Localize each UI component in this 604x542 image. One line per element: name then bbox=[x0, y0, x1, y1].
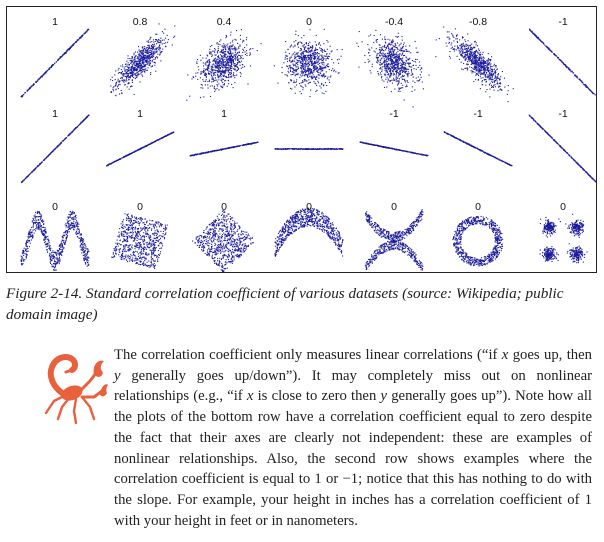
panel-coefficient-label: -0.8 bbox=[469, 16, 487, 28]
panel-coefficient-label: -0.4 bbox=[385, 16, 403, 28]
scatter-panel bbox=[443, 131, 513, 167]
panel-coefficient-label: -1 bbox=[558, 108, 567, 120]
scatter-panel bbox=[186, 29, 262, 101]
tip-text: The correlation coefficient only measure… bbox=[114, 345, 592, 531]
scatter-panel bbox=[364, 209, 424, 272]
scatter-panel bbox=[20, 114, 90, 184]
scatter-panel bbox=[20, 210, 90, 271]
panel-coefficient-label: 1 bbox=[221, 108, 227, 120]
correlation-figure: 1 0.8 0.4 0 -0.4 -0.8 -1 1 1 1 -1 -1 -1 0 0 0 0 0 0 0 bbox=[20, 16, 596, 272]
tip-text-run: The correlation coefficient only measure… bbox=[114, 347, 502, 363]
scatter-panel bbox=[192, 210, 254, 272]
scatter-panel bbox=[529, 28, 596, 96]
panel-coefficient-label: 0 bbox=[137, 201, 143, 213]
scatter-panel bbox=[20, 28, 90, 98]
figure-caption: Figure 2-14. Standard correlation coeffi… bbox=[6, 285, 564, 323]
panel-coefficient-label: 1 bbox=[52, 16, 58, 28]
panel-coefficient-label: 0 bbox=[560, 201, 566, 213]
panel-coefficient-label: 1 bbox=[52, 108, 58, 120]
tip-var-x: x bbox=[246, 388, 254, 405]
scatter-panel bbox=[359, 141, 429, 157]
scatter-panel bbox=[539, 213, 588, 264]
panel-coefficient-label: 0 bbox=[475, 201, 481, 213]
scatter-panel bbox=[111, 213, 168, 270]
scatter-panel bbox=[274, 147, 344, 151]
tip-paragraph: The correlation coefficient only measure… bbox=[114, 345, 592, 531]
panel-coefficient-label: 0 bbox=[306, 201, 312, 213]
scatter-panel bbox=[106, 131, 175, 167]
scatter-panel bbox=[189, 141, 259, 157]
panel-coefficient-label: 0 bbox=[306, 16, 312, 28]
figure-frame: 1 0.8 0.4 0 -0.4 -0.8 -1 1 1 1 -1 -1 -1 0 0 0 0 0 0 0 bbox=[6, 6, 597, 273]
panel-coefficient-label: 1 bbox=[137, 108, 143, 120]
scatter-panel bbox=[452, 215, 504, 267]
panel-coefficient-label: -1 bbox=[473, 108, 482, 120]
panel-coefficient-label: 0 bbox=[391, 201, 397, 213]
tip-text-run: goes up, then bbox=[508, 347, 592, 363]
scatter-panel bbox=[273, 28, 343, 98]
panel-coefficient-label: 0 bbox=[52, 201, 58, 213]
panel-coefficient-label: -1 bbox=[558, 16, 567, 28]
scatter-panel bbox=[528, 114, 596, 183]
scatter-panel bbox=[274, 207, 344, 257]
scorpion-icon bbox=[32, 347, 108, 427]
scatter-panel bbox=[110, 23, 176, 97]
panel-coefficient-label: 0.4 bbox=[217, 16, 232, 28]
scatter-panel bbox=[356, 29, 437, 108]
tip-text-run: generally goes up/down”). It may complet… bbox=[114, 367, 592, 405]
panel-coefficient-label: 0.8 bbox=[133, 16, 148, 28]
tip-var-y: y bbox=[380, 388, 388, 405]
tip-text-run: generally goes up”). Note how all the pl… bbox=[114, 388, 592, 529]
panel-coefficient-label: -1 bbox=[389, 108, 398, 120]
tip-text-run: is close to zero then bbox=[253, 388, 381, 405]
tip-var-y: y bbox=[114, 367, 121, 384]
scatter-panel bbox=[435, 26, 514, 103]
tip-var-x: x bbox=[501, 347, 509, 363]
panel-coefficient-label: 0 bbox=[221, 201, 227, 213]
